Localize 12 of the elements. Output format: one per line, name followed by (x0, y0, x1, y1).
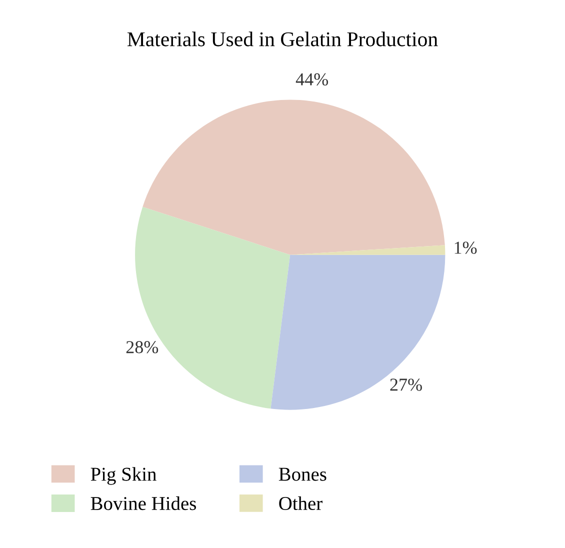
pie-slice (142, 100, 445, 255)
data-label: 44% (296, 73, 328, 86)
legend-label: Bovine Hides (90, 496, 196, 510)
legend-label: Bones (278, 468, 326, 481)
data-label: 27% (390, 378, 422, 391)
chart-title: Materials Used in Gelatin Production (127, 32, 438, 46)
pie-slice (270, 254, 446, 410)
data-label: 28% (126, 341, 158, 354)
legend-label: Pig Skin (90, 467, 156, 485)
data-label: 1% (454, 242, 477, 254)
legend-label: Other (279, 496, 322, 510)
pie-slice (290, 245, 446, 255)
